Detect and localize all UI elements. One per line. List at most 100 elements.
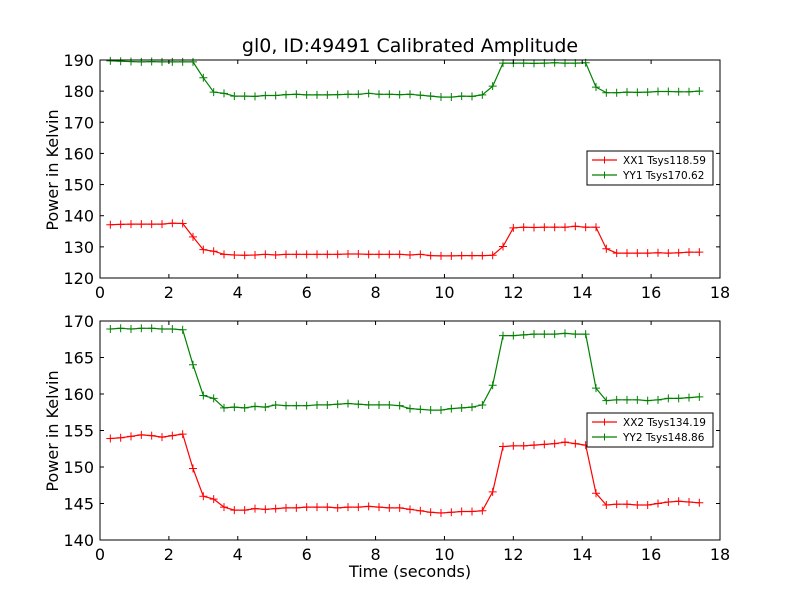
bottom-data-point: [530, 330, 538, 339]
top-data-point: [251, 92, 259, 101]
top-data-point: [530, 223, 538, 232]
top-series-line-1: [110, 222, 700, 257]
top-data-point: [664, 249, 673, 258]
bottom-y-tick-label: 145: [63, 495, 94, 514]
bottom-data-point: [168, 325, 177, 334]
bottom-data-point: [416, 405, 425, 414]
top-data-point: [168, 57, 177, 66]
bottom-data-point: [602, 396, 611, 405]
bottom-x-tick-label: 10: [434, 545, 454, 564]
top-data-point: [127, 57, 135, 66]
top-data-point: [406, 90, 414, 99]
bottom-data-point: [612, 500, 621, 509]
top-data-point: [633, 249, 642, 258]
bottom-x-tick-label: 2: [164, 545, 174, 564]
bottom-data-point: [271, 504, 280, 513]
bottom-data-point: [571, 330, 580, 339]
bottom-data-point: [592, 489, 600, 498]
bottom-data-point: [561, 438, 569, 447]
top-data-point: [354, 250, 363, 259]
bottom-data-point: [602, 500, 611, 509]
bottom-x-tick-label: 8: [370, 545, 380, 564]
top-data-point: [571, 222, 580, 231]
bottom-data-point: [540, 440, 549, 449]
bottom-y-tick-label: 140: [63, 531, 94, 550]
top-data-point: [282, 90, 290, 99]
bottom-data-point: [623, 500, 631, 509]
bottom-data-point: [499, 331, 507, 340]
top-data-point: [612, 88, 621, 97]
bottom-x-tick-label: 12: [503, 545, 523, 564]
bottom-data-point: [209, 394, 218, 403]
bottom-data-point: [240, 506, 249, 515]
bottom-data-point: [519, 330, 528, 339]
bottom-data-point: [674, 394, 683, 403]
top-data-point: [643, 88, 652, 97]
bottom-data-point: [437, 406, 445, 415]
bottom-x-tick-label: 4: [233, 545, 243, 564]
bottom-data-point: [178, 430, 187, 439]
top-data-point: [189, 232, 197, 241]
top-data-point: [209, 88, 218, 97]
bottom-data-point: [509, 441, 518, 450]
top-data-point: [674, 248, 683, 257]
top-data-point: [313, 250, 321, 259]
bottom-data-point: [664, 498, 673, 507]
top-data-point: [292, 250, 301, 259]
bottom-legend-label-1: XX2 Tsys134.19: [623, 417, 706, 429]
top-data-point: [282, 250, 290, 259]
bottom-data-point: [540, 330, 549, 339]
bottom-subplot: Power in Kelvin Time (seconds) 0 2 4 6 8 10 12…: [43, 312, 730, 581]
top-data-point: [364, 250, 373, 259]
top-data-point: [592, 223, 600, 232]
top-data-point: [354, 90, 363, 99]
top-x-tick-label: 8: [370, 283, 380, 302]
bottom-data-point: [209, 495, 218, 504]
bottom-x-tick-label: 14: [572, 545, 592, 564]
top-x-tick-label: 18: [710, 283, 730, 302]
top-data-point: [168, 219, 177, 228]
bottom-data-point: [282, 503, 290, 512]
top-data-point: [623, 249, 631, 258]
top-data-point: [581, 223, 590, 232]
top-data-point: [220, 89, 228, 98]
top-data-point: [302, 90, 311, 99]
top-data-point: [158, 57, 166, 66]
bottom-series-line-1: [110, 433, 700, 514]
top-data-point: [519, 223, 528, 232]
bottom-legend-marker-1: [601, 418, 608, 426]
bottom-data-point: [344, 503, 352, 512]
top-data-point: [643, 249, 652, 258]
bottom-data-point: [364, 502, 373, 511]
bottom-data-point: [643, 500, 652, 509]
top-x-tick-label: 14: [572, 283, 592, 302]
bottom-legend-label-2: YY2 Tsys148.86: [622, 432, 705, 444]
bottom-data-point: [633, 500, 642, 509]
top-data-point: [426, 92, 435, 101]
top-data-point: [499, 242, 507, 251]
bottom-legend: XX2 Tsys134.19 YY2 Tsys148.86: [586, 412, 714, 448]
bottom-data-point: [674, 497, 683, 506]
bottom-data-point: [550, 439, 559, 448]
bottom-data-point: [354, 400, 363, 409]
bottom-data-point: [220, 503, 228, 512]
top-data-point: [385, 250, 394, 259]
top-data-point: [468, 92, 476, 101]
top-data-point: [271, 250, 280, 259]
bottom-data-point: [426, 508, 435, 517]
bottom-data-point: [189, 360, 197, 369]
bottom-data-point: [499, 442, 507, 451]
top-y-axis-label: Power in Kelvin: [43, 109, 62, 230]
top-data-point: [416, 91, 425, 100]
top-data-point: [271, 91, 280, 100]
top-data-point: [302, 250, 311, 259]
top-data-point: [199, 245, 208, 254]
bottom-data-point: [147, 431, 156, 440]
bottom-data-point: [375, 503, 383, 512]
top-data-point: [633, 88, 642, 97]
bottom-data-point: [323, 400, 332, 409]
top-data-point: [416, 250, 425, 259]
top-data-point: [189, 57, 197, 66]
